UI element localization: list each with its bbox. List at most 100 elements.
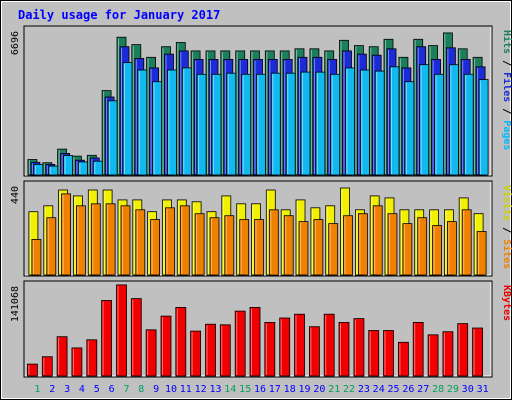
day-label-22: 22 bbox=[343, 384, 355, 395]
bar-pages-25 bbox=[389, 66, 400, 176]
bar-pages-17 bbox=[270, 72, 281, 176]
bar-pages-4 bbox=[78, 161, 88, 176]
day-label-8: 8 bbox=[138, 384, 144, 395]
bar-pages-21 bbox=[330, 73, 341, 176]
series-pages bbox=[33, 62, 489, 176]
bar-kbytes-21 bbox=[323, 313, 335, 377]
bar-kbytes-13 bbox=[205, 323, 216, 377]
day-label-9: 9 bbox=[153, 384, 159, 395]
bar-sites-8 bbox=[135, 209, 146, 276]
day-label-30: 30 bbox=[462, 384, 474, 395]
bar-kbytes-25 bbox=[383, 330, 394, 377]
bar-pages-11 bbox=[181, 67, 192, 176]
bar-sites-25 bbox=[387, 213, 398, 276]
bar-pages-22 bbox=[345, 67, 355, 176]
bar-pages-15 bbox=[241, 73, 252, 176]
bar-kbytes-2 bbox=[41, 356, 53, 377]
day-label-7: 7 bbox=[123, 384, 129, 395]
bar-kbytes-29 bbox=[442, 331, 454, 377]
day-label-29: 29 bbox=[447, 384, 459, 395]
bar-kbytes-17 bbox=[264, 321, 276, 377]
bar-pages-26 bbox=[404, 81, 415, 176]
bar-sites-13 bbox=[209, 217, 220, 276]
bar-sites-20 bbox=[313, 219, 324, 276]
bar-kbytes-4 bbox=[71, 347, 83, 377]
bar-sites-3 bbox=[61, 193, 71, 276]
day-label-27: 27 bbox=[417, 384, 429, 395]
day-label-3: 3 bbox=[64, 384, 70, 395]
day-label-18: 18 bbox=[284, 384, 296, 395]
bar-kbytes-30 bbox=[457, 323, 469, 377]
bar-pages-23 bbox=[359, 69, 370, 176]
bar-kbytes-12 bbox=[190, 330, 202, 377]
day-label-19: 19 bbox=[298, 384, 310, 395]
bar-pages-28 bbox=[434, 73, 445, 176]
bar-sites-31 bbox=[476, 231, 487, 276]
bar-pages-20 bbox=[315, 71, 326, 176]
bar-pages-13 bbox=[211, 73, 222, 176]
bar-sites-11 bbox=[179, 205, 190, 276]
bar-sites-29 bbox=[446, 221, 457, 276]
bar-pages-10 bbox=[167, 69, 177, 176]
bar-sites-9 bbox=[150, 219, 161, 276]
bar-kbytes-3 bbox=[56, 336, 68, 377]
bar-kbytes-22 bbox=[338, 321, 350, 377]
day-label-2: 2 bbox=[49, 384, 55, 395]
bar-pages-6 bbox=[107, 100, 118, 176]
bar-sites-19 bbox=[298, 221, 309, 276]
day-label-21: 21 bbox=[328, 384, 340, 395]
series-sites bbox=[31, 193, 487, 276]
bar-kbytes-20 bbox=[308, 326, 320, 377]
panel-middle: 440 Visits / Sites bbox=[10, 180, 512, 277]
day-label-15: 15 bbox=[239, 384, 251, 395]
bar-sites-14 bbox=[224, 215, 235, 276]
bar-sites-26 bbox=[402, 223, 413, 276]
bar-kbytes-24 bbox=[368, 330, 380, 377]
max-label-bottom: 141068 bbox=[10, 286, 21, 322]
day-label-26: 26 bbox=[402, 384, 414, 395]
bar-pages-2 bbox=[48, 165, 59, 176]
bar-sites-27 bbox=[417, 217, 428, 276]
bar-pages-24 bbox=[374, 70, 385, 176]
bar-sites-10 bbox=[165, 207, 175, 276]
bar-pages-16 bbox=[256, 73, 266, 176]
day-label-12: 12 bbox=[195, 384, 207, 395]
bar-sites-16 bbox=[254, 219, 264, 276]
bar-kbytes-10 bbox=[160, 315, 172, 377]
bar-sites-22 bbox=[343, 215, 353, 276]
day-label-24: 24 bbox=[373, 384, 385, 395]
day-label-17: 17 bbox=[269, 384, 281, 395]
bar-sites-4 bbox=[76, 205, 86, 276]
bar-kbytes-14 bbox=[219, 324, 231, 377]
bar-sites-1 bbox=[31, 238, 42, 276]
bar-pages-18 bbox=[285, 72, 296, 176]
bar-pages-29 bbox=[448, 64, 459, 176]
bar-sites-15 bbox=[239, 219, 250, 276]
bar-pages-12 bbox=[196, 73, 207, 176]
bar-kbytes-26 bbox=[397, 341, 409, 377]
bar-kbytes-23 bbox=[353, 318, 365, 377]
bar-kbytes-11 bbox=[175, 306, 187, 377]
bar-kbytes-15 bbox=[234, 310, 246, 377]
bar-pages-3 bbox=[63, 155, 73, 176]
bar-pages-9 bbox=[152, 81, 163, 176]
day-label-13: 13 bbox=[209, 384, 221, 395]
day-label-14: 14 bbox=[224, 384, 236, 395]
day-label-23: 23 bbox=[358, 384, 370, 395]
bar-kbytes-31 bbox=[472, 327, 484, 377]
bar-kbytes-28 bbox=[427, 334, 439, 377]
bar-sites-12 bbox=[194, 213, 205, 276]
day-label-20: 20 bbox=[313, 384, 325, 395]
day-label-16: 16 bbox=[254, 384, 266, 395]
day-labels: 1 2 3 4 5 6 7 8 9 10 11 12 13 14 15 16 17 18 19 20 21 22 23 24 2… bbox=[34, 384, 488, 395]
day-label-6: 6 bbox=[109, 384, 115, 395]
bar-kbytes-9 bbox=[145, 329, 157, 377]
frame-highlight bbox=[1, 1, 511, 399]
panel-top: 6696 Hits / Files / Pages bbox=[10, 25, 512, 177]
bar-pages-31 bbox=[478, 79, 489, 176]
max-label-top: 6696 bbox=[10, 31, 21, 55]
bar-sites-18 bbox=[283, 215, 294, 276]
day-label-5: 5 bbox=[94, 384, 100, 395]
